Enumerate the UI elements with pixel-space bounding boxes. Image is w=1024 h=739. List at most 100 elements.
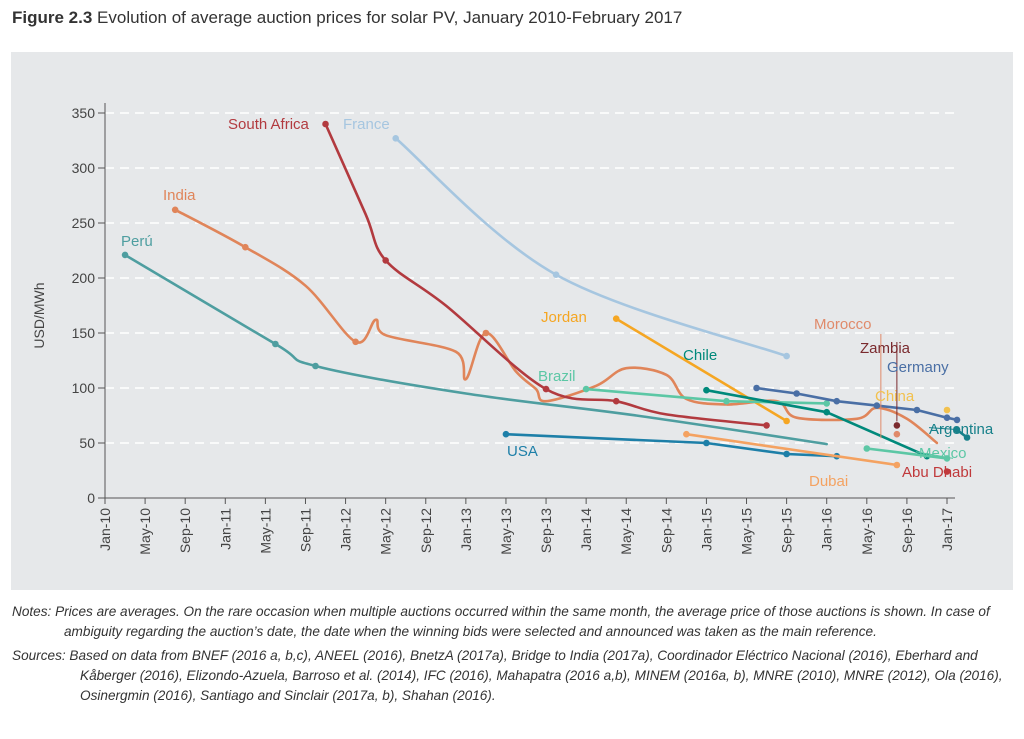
data-point-india — [171, 206, 179, 214]
x-tick-label: May-10 — [137, 508, 153, 555]
sources-text: Sources: Based on data from BNEF (2016 a… — [12, 648, 1003, 703]
series-label-china: China — [875, 388, 915, 405]
x-tick-label: Jan-15 — [698, 508, 714, 551]
x-tick-label: Jan-10 — [97, 508, 113, 551]
data-point-chile — [823, 408, 831, 416]
data-point-mexico — [863, 445, 871, 452]
series-label-mexico: Mexico — [919, 445, 967, 462]
data-point-peru — [312, 362, 319, 370]
data-point-france — [783, 352, 790, 360]
data-point-germany — [953, 416, 961, 424]
data-point-brazil — [723, 397, 730, 405]
data-point-germany — [943, 414, 951, 422]
data-point-south-africa — [542, 385, 550, 393]
line-chart: 0 50 100 150 200 250 300 350 USD/MWh Jan-10 May-10… — [31, 103, 994, 555]
series-label-dubai: Dubai — [809, 473, 848, 490]
data-point-argentina — [963, 434, 971, 441]
series-label-jordan: Jordan — [541, 309, 587, 326]
y-tick-label: 250 — [72, 215, 96, 231]
x-tick-label: Jan-11 — [217, 508, 233, 550]
series-line-dubai — [685, 432, 899, 467]
series-line-peru — [123, 253, 828, 446]
y-tick-label: 100 — [72, 380, 96, 396]
series-line-france — [394, 137, 788, 358]
x-tick-label: Jan-13 — [458, 508, 474, 551]
x-tick-label: Jan-14 — [578, 508, 594, 551]
y-tick-label: 50 — [79, 435, 95, 451]
x-tick-label: May-14 — [618, 508, 634, 555]
x-tick-label: Sep-12 — [418, 508, 434, 553]
data-point-morocco — [893, 430, 901, 438]
series-label-germany: Germany — [887, 359, 949, 376]
x-tick-label: Sep-16 — [899, 508, 915, 553]
x-tick-label: May-11 — [257, 508, 273, 554]
x-tick-label: Sep-14 — [658, 508, 674, 553]
y-tick-label: 300 — [72, 160, 96, 176]
figure-number: Figure 2.3 — [12, 8, 93, 27]
x-tick-label: Jan-16 — [819, 508, 835, 551]
series-line-usa — [504, 432, 838, 458]
chart-panel: 0 50 100 150 200 250 300 350 USD/MWh Jan-10 May-10… — [11, 52, 1013, 590]
y-axis-label: USD/MWh — [31, 282, 47, 348]
x-tick-label: Jan-17 — [939, 508, 955, 551]
series-label-peru: Perú — [121, 233, 153, 250]
data-point-jordan — [612, 315, 620, 323]
data-point-chile — [703, 386, 710, 394]
series-line-jordan — [614, 317, 788, 423]
data-point-france — [392, 135, 399, 142]
leader-line-mexico — [915, 451, 954, 459]
series-label-abu-dhabi: Abu Dhabi — [902, 464, 972, 481]
y-tick-label: 0 — [87, 490, 95, 506]
data-point-peru — [121, 251, 129, 259]
notes-text: Notes: Prices are averages. On the rare … — [12, 604, 990, 639]
series-label-chile: Chile — [683, 347, 717, 364]
x-tick-label: May-13 — [498, 508, 514, 555]
data-point-usa — [502, 430, 510, 438]
x-tick-label: Sep-15 — [779, 508, 795, 553]
data-point-germany — [913, 406, 921, 414]
data-point-france — [552, 271, 560, 278]
series-label-morocco: Morocco — [814, 316, 872, 333]
leader-line-argentina — [928, 427, 961, 431]
series-label-usa: USA — [507, 443, 538, 460]
y-tick-label: 350 — [72, 105, 96, 121]
figure-notes: Notes: Prices are averages. On the rare … — [12, 602, 1017, 706]
data-point-india — [482, 329, 490, 337]
data-point-brazil — [823, 400, 831, 407]
data-point-germany — [833, 397, 841, 405]
figure-title: Figure 2.3 Evolution of average auction … — [12, 8, 682, 28]
x-tick-label: Sep-11 — [297, 508, 313, 552]
data-point-peru — [272, 340, 279, 348]
x-tick-label: May-16 — [859, 508, 875, 555]
data-point-germany — [753, 384, 760, 392]
y-tick-label: 150 — [72, 325, 96, 341]
y-tick-label: 200 — [72, 270, 96, 286]
data-point-brazil — [582, 385, 590, 393]
x-tick-label: Sep-10 — [177, 508, 193, 553]
figure-title-text: Evolution of average auction prices for … — [97, 8, 683, 27]
data-point-abu-dhabi — [943, 468, 951, 475]
data-point-south-africa — [322, 120, 329, 128]
data-point-dubai — [683, 430, 690, 438]
series-label-south-africa: South Africa — [228, 116, 310, 133]
x-tick-label: May-12 — [378, 508, 394, 555]
series-label-argentina: Argentina — [929, 421, 994, 438]
series-label-france: France — [343, 116, 390, 133]
series-label-india: India — [163, 187, 196, 204]
x-tick-label: May-15 — [739, 508, 755, 555]
data-point-india — [242, 243, 249, 251]
data-point-usa — [703, 439, 710, 447]
series-line-mexico — [865, 447, 949, 460]
series-line-south-africa — [324, 122, 768, 427]
data-point-germany — [873, 402, 881, 409]
x-tick-label: Jan-12 — [338, 508, 354, 551]
data-point-zambia — [893, 422, 901, 429]
series-line-india — [173, 208, 939, 445]
data-point-south-africa — [612, 397, 620, 405]
series-label-brazil: Brazil — [538, 368, 576, 385]
data-point-usa — [783, 450, 790, 458]
data-point-south-africa — [763, 422, 770, 429]
data-point-germany — [793, 390, 800, 397]
series-label-zambia: Zambia — [860, 340, 911, 357]
data-point-dubai — [893, 461, 901, 469]
